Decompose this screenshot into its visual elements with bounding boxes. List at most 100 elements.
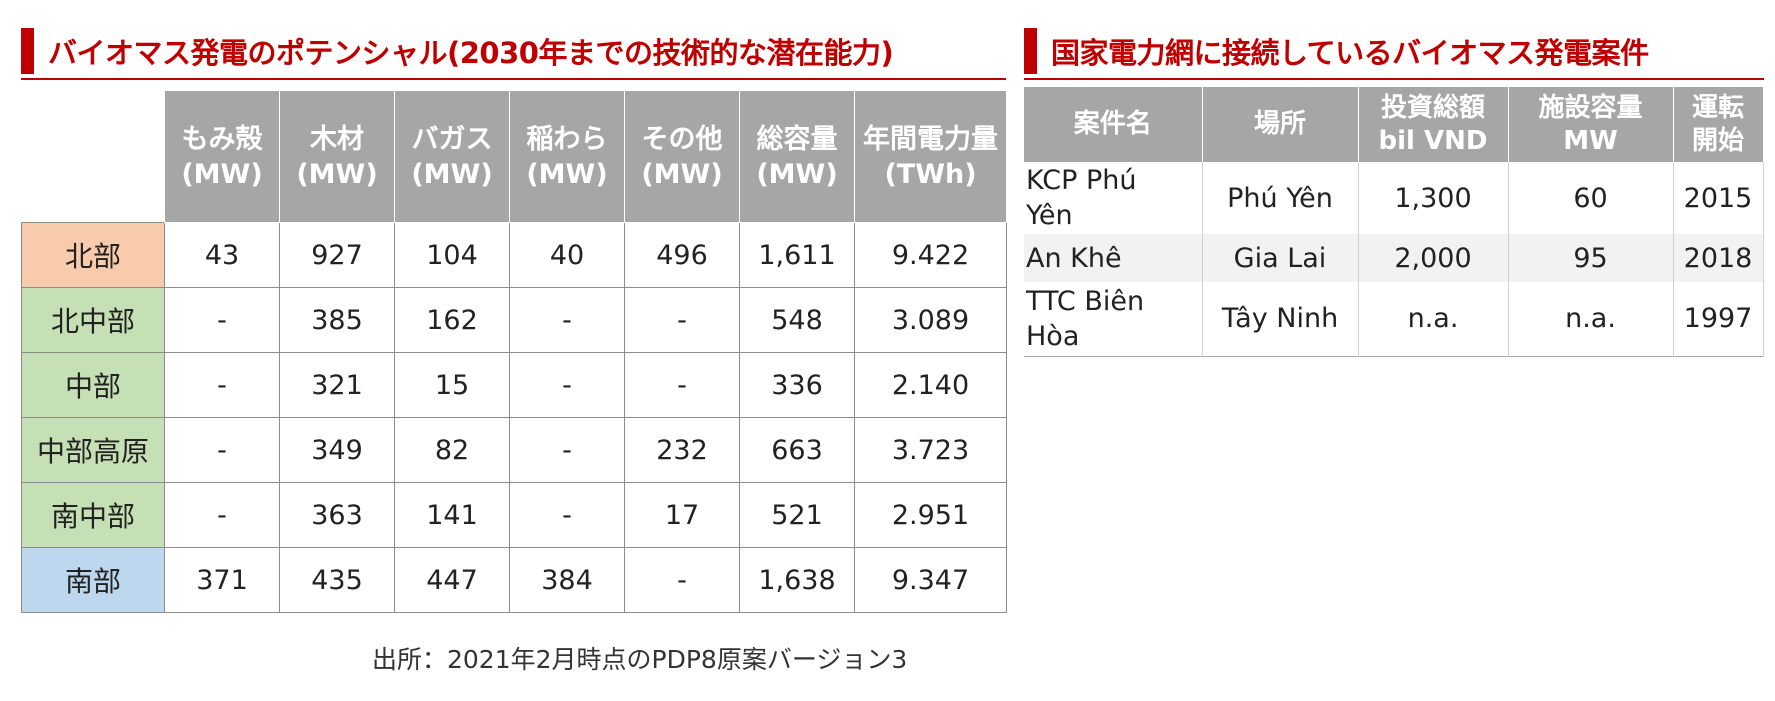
- projects-title-text: 国家電力網に接続しているバイオマス発電案件: [1051, 36, 1649, 70]
- header-label: 場所: [1253, 109, 1306, 139]
- project-name-line: An Khê: [1026, 242, 1122, 274]
- investment-cell: 2,000: [1358, 234, 1509, 282]
- value-cell: 43: [164, 222, 280, 288]
- header-label: もみ殻: [181, 123, 263, 155]
- value-cell: 40: [509, 222, 625, 288]
- value-cell: 82: [394, 417, 510, 483]
- value-cell: 447: [394, 547, 510, 613]
- header-unit: (MW): [411, 158, 493, 190]
- title-accent-bar: [1024, 28, 1037, 74]
- project-name-line: Hòa: [1026, 320, 1080, 352]
- project-name-cell: TTC Biên Hòa: [1024, 282, 1203, 356]
- header-unit: 開始: [1691, 125, 1744, 156]
- start-year-cell: 1997: [1673, 282, 1764, 356]
- value-cell: 3.723: [854, 417, 1007, 483]
- value-cell: -: [624, 352, 740, 418]
- value-cell: 3.089: [854, 287, 1007, 353]
- potential-title-text: バイオマス発電のポテンシャル(2030年までの技術的な潜在能力): [48, 36, 894, 70]
- value-cell: -: [509, 287, 625, 353]
- title-accent-bar: [21, 28, 34, 74]
- region-cell: 北部: [21, 222, 165, 288]
- table-row: An Khê Gia Lai 2,000 95 2018: [1024, 234, 1764, 282]
- header-label: 木材: [310, 123, 364, 155]
- value-cell: 363: [279, 482, 395, 548]
- project-name-cell: An Khê: [1024, 234, 1203, 282]
- value-cell: 9.347: [854, 547, 1007, 613]
- table-row: 南部 371 435 447 384-1,638 9.347: [21, 547, 1007, 613]
- header-annual-energy: 年間電力量 (TWh): [854, 90, 1007, 223]
- region-cell: 中部高原: [21, 417, 165, 483]
- value-cell: 927: [279, 222, 395, 288]
- value-cell: 1,638: [739, 547, 855, 613]
- value-cell: 548: [739, 287, 855, 353]
- header-other: その他 (MW): [624, 90, 740, 223]
- header-unit: (MW): [181, 158, 263, 190]
- value-cell: -: [164, 417, 280, 483]
- projects-section-title: 国家電力網に接続しているバイオマス発電案件: [1024, 24, 1764, 80]
- table-header-row: もみ殻 (MW) 木材 (MW) バガス (MW) 稲わら (MW) その他 (MW) 総…: [21, 90, 1007, 223]
- header-label: 総容量: [756, 123, 838, 155]
- value-cell: 232: [624, 417, 740, 483]
- header-unit: (MW): [641, 158, 723, 190]
- header-label: 年間電力量: [863, 123, 998, 155]
- value-cell: 9.422: [854, 222, 1007, 288]
- project-name-cell: KCP Phú Yên: [1024, 162, 1203, 234]
- project-name-line: Yên: [1026, 200, 1073, 231]
- header-label: その他: [641, 123, 723, 155]
- value-cell: 2.951: [854, 482, 1007, 548]
- value-cell: 15: [394, 352, 510, 418]
- location-cell: Gia Lai: [1202, 234, 1359, 282]
- header-unit: MW: [1563, 125, 1618, 156]
- table-row: 北部 43 927 104 40 496 1,611 9.422: [21, 222, 1007, 288]
- value-cell: 2.140: [854, 352, 1007, 418]
- header-unit: bil VND: [1378, 125, 1488, 156]
- region-cell: 南中部: [21, 482, 165, 548]
- value-cell: -: [164, 287, 280, 353]
- table-row: TTC Biên Hòa Tây Ninh n.a. n.a. 1997: [1024, 282, 1764, 356]
- header-bagasse: バガス (MW): [394, 90, 510, 223]
- header-unit: (MW): [756, 158, 838, 190]
- table-header-row: 案件名 場所 投資総額 bil VND 施設容量 MW 運転 開始: [1024, 87, 1764, 162]
- value-cell: -: [164, 352, 280, 418]
- header-investment: 投資総額 bil VND: [1358, 87, 1509, 162]
- header-location: 場所: [1202, 87, 1359, 162]
- biomass-potential-table: もみ殻 (MW) 木材 (MW) バガス (MW) 稲わら (MW) その他 (MW) 総…: [21, 90, 1007, 613]
- start-year-cell: 2018: [1673, 234, 1764, 282]
- grid-connected-projects-table: 案件名 場所 投資総額 bil VND 施設容量 MW 運転 開始 KCP Phú Yê…: [1024, 87, 1764, 357]
- header-unit: (MW): [526, 158, 608, 190]
- value-cell: 496: [624, 222, 740, 288]
- header-total-capacity: 総容量 (MW): [739, 90, 855, 223]
- value-cell: 371: [164, 547, 280, 613]
- table-row: KCP Phú Yên Phú Yên 1,300 60 2015: [1024, 162, 1764, 234]
- value-cell: 162: [394, 287, 510, 353]
- value-cell: -: [164, 482, 280, 548]
- header-unit: (MW): [296, 158, 378, 190]
- table-row: 中部 -321 15- -336 2.140: [21, 352, 1007, 418]
- value-cell: 104: [394, 222, 510, 288]
- value-cell: 435: [279, 547, 395, 613]
- header-rice-husk: もみ殻 (MW): [164, 90, 280, 223]
- location-cell: Tây Ninh: [1202, 282, 1359, 356]
- capacity-cell: 95: [1508, 234, 1674, 282]
- header-label: 案件名: [1073, 109, 1152, 139]
- value-cell: -: [624, 547, 740, 613]
- source-note: 出所：2021年2月時点のPDP8原案バージョン3: [372, 645, 908, 674]
- header-project-name: 案件名: [1024, 87, 1203, 162]
- header-operation-start: 運転 開始: [1673, 87, 1764, 162]
- header-label: 投資総額: [1380, 92, 1485, 123]
- header-wood: 木材 (MW): [279, 90, 395, 223]
- value-cell: 384: [509, 547, 625, 613]
- investment-cell: 1,300: [1358, 162, 1509, 234]
- capacity-cell: n.a.: [1508, 282, 1674, 356]
- start-year-cell: 2015: [1673, 162, 1764, 234]
- header-unit: (TWh): [884, 158, 977, 190]
- region-cell: 南部: [21, 547, 165, 613]
- project-name-line: TTC Biên: [1026, 285, 1145, 317]
- potential-section-title: バイオマス発電のポテンシャル(2030年までの技術的な潜在能力): [21, 24, 1006, 80]
- header-label: 運転: [1691, 92, 1744, 123]
- value-cell: 663: [739, 417, 855, 483]
- value-cell: 349: [279, 417, 395, 483]
- header-corner: [21, 90, 165, 223]
- value-cell: 321: [279, 352, 395, 418]
- table-row: 北中部 -385 162- -548 3.089: [21, 287, 1007, 353]
